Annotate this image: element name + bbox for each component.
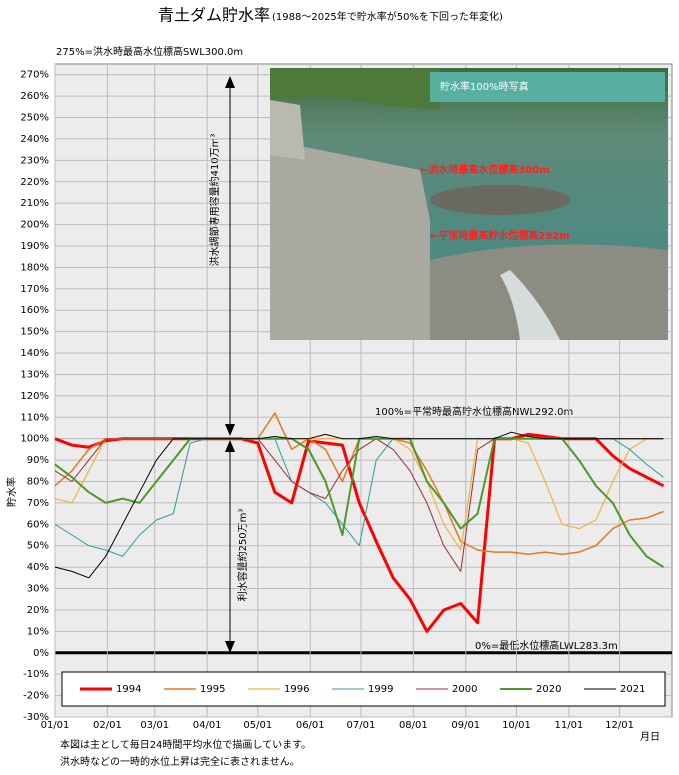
y-axis-label: 貯水率 bbox=[5, 477, 18, 507]
y-tick-label: 120% bbox=[20, 391, 49, 402]
x-tick-label: 09/01 bbox=[451, 720, 480, 731]
x-tick-label: 07/01 bbox=[347, 720, 376, 731]
x-tick-label: 04/01 bbox=[193, 720, 222, 731]
y-tick-label: 250% bbox=[20, 113, 49, 124]
photo-spillway bbox=[430, 244, 668, 340]
x-tick-label: 05/01 bbox=[243, 720, 272, 731]
annotation: 275%=洪水時最高水位標高SWL300.0m bbox=[56, 45, 243, 58]
y-tick-label: 200% bbox=[20, 220, 49, 231]
y-tick-label: 50% bbox=[27, 541, 49, 552]
y-tick-label: 160% bbox=[20, 305, 49, 316]
y-tick-label: -20% bbox=[23, 691, 49, 702]
photo-dam bbox=[270, 140, 430, 340]
x-tick-label: 01/01 bbox=[41, 720, 70, 731]
y-tick-label: -30% bbox=[23, 712, 49, 723]
y-tick-label: 140% bbox=[20, 348, 49, 359]
x-axis-label: 月日 bbox=[640, 731, 660, 743]
y-tick-label: 10% bbox=[27, 626, 49, 637]
legend-label: 2020 bbox=[536, 684, 561, 695]
annotation: 利水容量約250万m³ bbox=[236, 509, 249, 602]
y-tick-label: 70% bbox=[27, 498, 49, 509]
legend-label: 2000 bbox=[452, 684, 477, 695]
y-tick-label: -10% bbox=[23, 669, 49, 680]
x-tick-label: 02/01 bbox=[93, 720, 122, 731]
y-tick-label: 100% bbox=[20, 434, 49, 445]
y-tick-label: 190% bbox=[20, 241, 49, 252]
y-tick-label: 20% bbox=[27, 605, 49, 616]
photo-label: ←洪水時最高水位標高300m bbox=[420, 163, 550, 176]
y-tick-label: 0% bbox=[33, 648, 49, 659]
legend-label: 1999 bbox=[368, 684, 393, 695]
y-tick-label: 110% bbox=[20, 412, 49, 423]
y-tick-label: 180% bbox=[20, 262, 49, 273]
note: 本図は主として毎日24時間平均水位で描画しています。 bbox=[60, 738, 311, 751]
x-tick-label: 08/01 bbox=[399, 720, 428, 731]
y-tick-label: 220% bbox=[20, 177, 49, 188]
annotation: 洪水調節専用容量約410万m³ bbox=[208, 134, 221, 267]
y-tick-label: 240% bbox=[20, 134, 49, 145]
legend-label: 1994 bbox=[116, 684, 141, 695]
annotation: 100%=平常時最高貯水位標高NWL292.0m bbox=[375, 405, 573, 418]
note: 洪水時などの一時的水位上昇は完全に表されません。 bbox=[60, 755, 300, 768]
y-tick-label: 270% bbox=[20, 70, 49, 81]
legend-label: 1995 bbox=[200, 684, 225, 695]
series-line bbox=[54, 431, 664, 579]
photo-spillway bbox=[430, 185, 570, 215]
photo-hill bbox=[270, 68, 440, 110]
y-tick-label: 60% bbox=[27, 519, 49, 530]
x-tick-label: 12/01 bbox=[605, 720, 634, 731]
photo: 貯水率100%時写真 ←洪水時最高水位標高300m ←平常時最高貯水位標高292… bbox=[270, 68, 668, 340]
y-tick-label: 30% bbox=[27, 584, 49, 595]
y-tick-label: 150% bbox=[20, 327, 49, 338]
photo-label: ←平常時最高貯水位標高292m bbox=[430, 229, 570, 242]
chart-subtitle: (1988～2025年で貯水率が50%を下回った年変化) bbox=[272, 10, 503, 23]
chart-title: 青土ダム貯水率 bbox=[158, 6, 270, 25]
photo-dam bbox=[270, 100, 305, 160]
x-tick-label: 11/01 bbox=[554, 720, 583, 731]
x-tick-label: 06/01 bbox=[296, 720, 325, 731]
photo-caption-box bbox=[430, 72, 665, 102]
legend-label: 1996 bbox=[284, 684, 309, 695]
x-tick-label: 03/01 bbox=[140, 720, 169, 731]
y-tick-label: 210% bbox=[20, 198, 49, 209]
y-tick-label: 40% bbox=[27, 562, 49, 573]
y-tick-label: 260% bbox=[20, 91, 49, 102]
y-tick-label: 170% bbox=[20, 284, 49, 295]
x-tick-label: 10/01 bbox=[502, 720, 531, 731]
y-tick-label: 230% bbox=[20, 155, 49, 166]
y-tick-label: 90% bbox=[27, 455, 49, 466]
y-tick-label: 80% bbox=[27, 476, 49, 487]
legend-label: 2021 bbox=[620, 684, 645, 695]
photo-caption: 貯水率100%時写真 bbox=[440, 80, 529, 93]
photo-water-spray bbox=[500, 270, 560, 340]
y-tick-label: 130% bbox=[20, 369, 49, 380]
annotation: 0%=最低水位標高LWL283.3m bbox=[475, 639, 618, 652]
